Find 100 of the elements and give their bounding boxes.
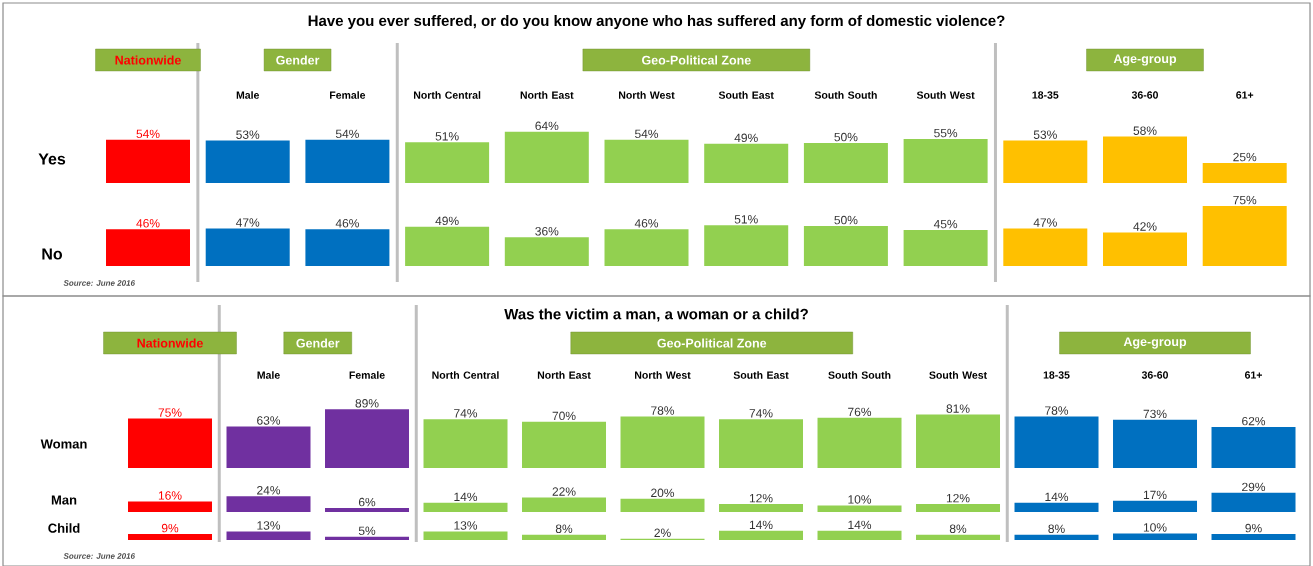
bar [522,421,607,468]
bar [704,225,789,266]
bar [1202,163,1287,183]
bar [1211,534,1296,540]
data-label: 45% [933,219,958,229]
bar [423,502,508,512]
x-tick-label: North West [635,371,691,379]
data-label: 74% [749,409,773,418]
data-label: 12% [946,493,970,503]
bar [325,536,410,540]
bar [128,534,213,540]
x-tick-label: 61+ [1236,91,1254,99]
data-label: 74% [454,409,478,418]
x-tick-label: Male [236,91,260,99]
bar [305,139,390,183]
data-label: 10% [848,495,872,504]
bar [522,534,607,540]
data-label: 55% [934,128,958,138]
data-label: 76% [848,407,872,417]
data-label: 17% [1143,490,1167,500]
data-label: 75% [158,408,182,417]
data-label: 49% [435,216,459,226]
bar [1103,232,1188,266]
data-label: 78% [1045,406,1069,415]
x-tick-label: 18-35 [1043,371,1070,379]
data-label: 73% [1143,409,1167,419]
bar [106,139,191,183]
bar [205,140,290,183]
text: Have you ever suffered, or do you know anyone who has suffered any form of domestic violence? [308,15,1005,29]
bar [817,417,902,468]
x-tick-label: North East [520,91,574,99]
data-label: 81% [946,404,970,413]
bar [1103,136,1188,183]
data-label: 14% [749,520,773,530]
x-tick-label: South West [916,91,975,99]
bar [1003,140,1088,183]
bar [1211,492,1296,512]
data-label: 64% [535,121,559,131]
data-label: 51% [435,132,459,141]
text: Geo-Political Zone [642,55,751,65]
data-label: 54% [335,129,359,139]
data-label: 50% [834,215,858,225]
bar [903,230,988,266]
bar [325,409,410,468]
bar [226,531,311,540]
x-tick-label: North Central [432,371,499,379]
text: Geo-Political Zone [657,338,767,348]
x-tick-label: South West [929,371,987,379]
data-label: 63% [257,416,281,425]
x-tick-label: 36-60 [1131,91,1159,99]
bar [423,531,508,540]
x-tick-label: North West [619,91,675,99]
data-label: 9% [161,523,179,533]
data-label: 89% [355,399,379,408]
bar [719,504,804,512]
bar [604,139,689,183]
bar [1014,416,1099,468]
bar [719,530,804,540]
bar [719,419,804,468]
data-label: 10% [1143,523,1167,532]
bar [325,508,410,512]
x-tick-label: Male [257,371,280,379]
data-label: 22% [552,487,576,496]
data-label: 53% [1033,130,1057,139]
bar [916,534,1001,540]
text: Nationwide [115,55,181,65]
x-tick-label: South East [733,371,789,379]
x-tick-label: North East [537,371,591,379]
data-label: 14% [454,492,478,502]
x-tick-label: Female [349,371,385,379]
text: Age-group [1113,54,1177,66]
data-label: 42% [1133,222,1157,231]
data-label: 54% [634,129,659,139]
bar [1014,502,1099,512]
data-label: 25% [1233,152,1257,162]
text: Gender [296,338,340,348]
data-label: 24% [257,486,281,495]
text: Woman [40,439,87,449]
data-label: 2% [654,528,671,537]
data-label: 14% [1045,492,1069,502]
bar [1211,427,1296,468]
data-label: 54% [136,129,160,139]
bar [916,414,1001,468]
bar [1202,206,1287,266]
data-label: 20% [651,488,675,498]
data-label: 8% [949,524,967,534]
x-tick-label: North Central [413,91,481,99]
data-label: 46% [335,219,359,228]
bar [1113,533,1198,540]
data-label: 36% [535,227,559,236]
bar [903,139,988,183]
bar [1003,228,1088,266]
data-label: 53% [236,130,260,139]
bar [817,505,902,512]
text: Nationwide [137,338,203,348]
bar [128,418,213,468]
bar [226,496,311,512]
data-label: 13% [257,521,281,530]
bar [504,237,589,266]
data-label: 51% [734,215,758,224]
